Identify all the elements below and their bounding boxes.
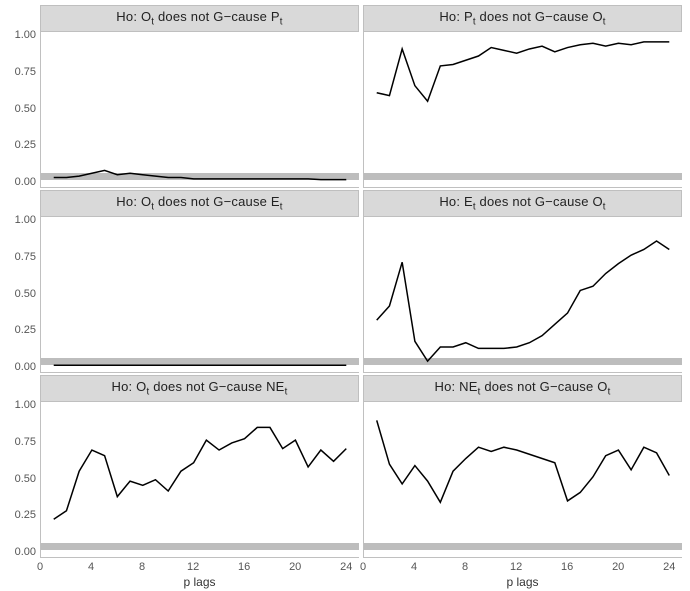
panel-title: Ho: Ot does not G−cause Et bbox=[40, 190, 359, 217]
x-tick-label: 24 bbox=[663, 561, 675, 573]
y-axis: 0.00 0.25 0.50 0.75 1.00 bbox=[2, 189, 38, 374]
y-axis: 0.00 0.25 0.50 0.75 1.00 bbox=[2, 4, 38, 189]
panel-title: Ho: Et does not G−cause Ot bbox=[363, 190, 682, 217]
y-tick-label: 0.00 bbox=[15, 546, 36, 558]
x-tick-label: 8 bbox=[139, 561, 145, 573]
panel-title: Ho: Ot does not G−cause NEt bbox=[40, 375, 359, 402]
data-line bbox=[364, 402, 682, 557]
panel: Ho: Ot does not G−cause Pt bbox=[38, 4, 361, 189]
x-axis-label: p lags bbox=[183, 575, 215, 589]
x-tick-label: 12 bbox=[510, 561, 522, 573]
x-tick-label: 0 bbox=[37, 561, 43, 573]
panel-title: Ho: NEt does not G−cause Ot bbox=[363, 375, 682, 402]
plot-area bbox=[363, 217, 682, 373]
y-tick-label: 0.00 bbox=[15, 176, 36, 188]
data-line bbox=[364, 217, 682, 372]
x-tick-label: 20 bbox=[289, 561, 301, 573]
y-tick-label: 0.25 bbox=[15, 324, 36, 336]
x-tick-label: 8 bbox=[462, 561, 468, 573]
panel: Ho: Et does not G−cause Ot bbox=[361, 189, 684, 374]
y-axis: 0.00 0.25 0.50 0.75 1.00 bbox=[2, 374, 38, 559]
x-tick-label: 16 bbox=[238, 561, 250, 573]
panel-title: Ho: Pt does not G−cause Ot bbox=[363, 5, 682, 32]
data-line bbox=[364, 32, 682, 187]
x-tick-label: 12 bbox=[187, 561, 199, 573]
y-tick-label: 0.50 bbox=[15, 288, 36, 300]
data-line bbox=[41, 217, 359, 372]
x-tick-label: 20 bbox=[612, 561, 624, 573]
x-tick-label: 4 bbox=[88, 561, 94, 573]
panel: Ho: Pt does not G−cause Ot bbox=[361, 4, 684, 189]
plot-area bbox=[40, 217, 359, 373]
y-tick-label: 0.75 bbox=[15, 66, 36, 78]
y-tick-label: 0.25 bbox=[15, 509, 36, 521]
x-tick-label: 0 bbox=[360, 561, 366, 573]
y-tick-label: 1.00 bbox=[15, 399, 36, 411]
data-line bbox=[41, 402, 359, 557]
plot-area bbox=[363, 402, 682, 558]
y-tick-label: 0.00 bbox=[15, 361, 36, 373]
x-axis: 0 4 8 12 16 20 24 p lags 0 4 8 12 16 20 24 p lags bbox=[38, 559, 684, 589]
y-tick-label: 0.50 bbox=[15, 473, 36, 485]
data-line bbox=[41, 32, 359, 187]
x-tick-label: 4 bbox=[411, 561, 417, 573]
x-tick-label: 24 bbox=[340, 561, 352, 573]
y-tick-label: 0.75 bbox=[15, 436, 36, 448]
panel: Ho: NEt does not G−cause Ot bbox=[361, 374, 684, 559]
panel: Ho: Ot does not G−cause Et bbox=[38, 189, 361, 374]
y-tick-label: 1.00 bbox=[15, 29, 36, 41]
x-axis-label: p lags bbox=[506, 575, 538, 589]
panel: Ho: Ot does not G−cause NEt bbox=[38, 374, 361, 559]
y-tick-label: 0.75 bbox=[15, 251, 36, 263]
plot-area bbox=[40, 402, 359, 558]
panel-title: Ho: Ot does not G−cause Pt bbox=[40, 5, 359, 32]
y-tick-label: 0.50 bbox=[15, 103, 36, 115]
plot-area bbox=[40, 32, 359, 188]
x-tick-label: 16 bbox=[561, 561, 573, 573]
plot-area bbox=[363, 32, 682, 188]
y-tick-label: 1.00 bbox=[15, 214, 36, 226]
y-tick-label: 0.25 bbox=[15, 139, 36, 151]
